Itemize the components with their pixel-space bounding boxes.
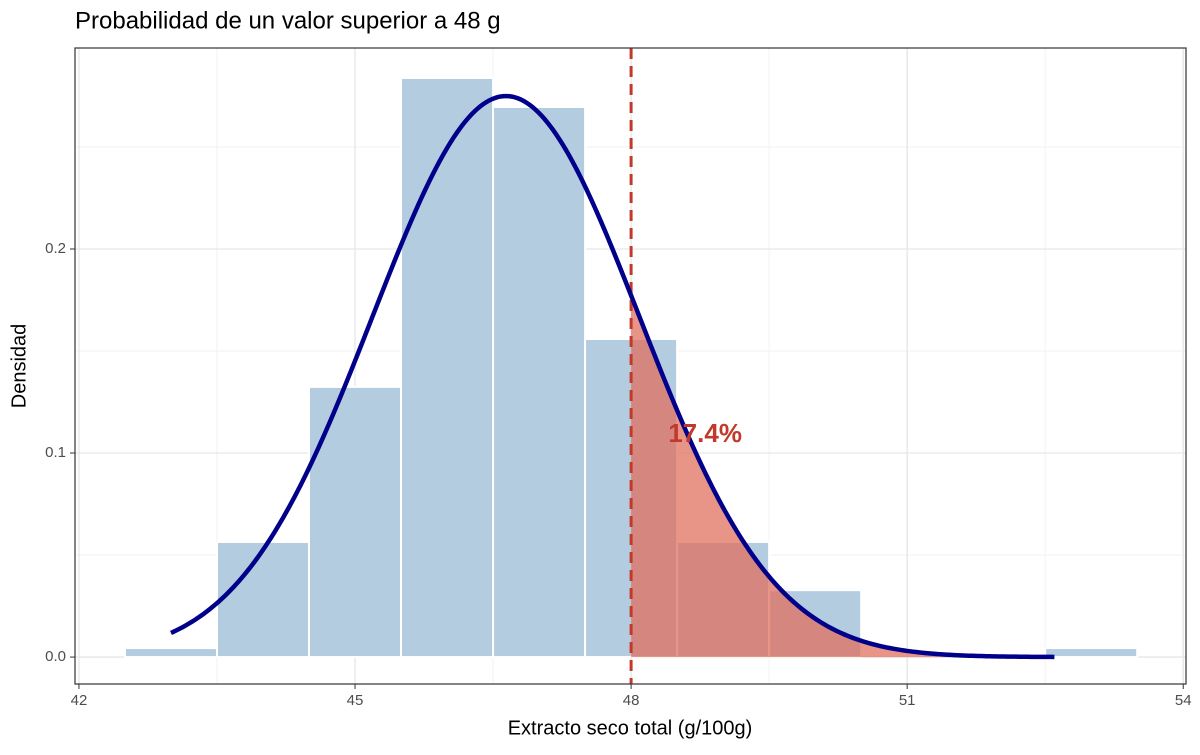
y-axis-title: Densidad [8, 324, 30, 409]
x-tick-label: 45 [347, 692, 364, 709]
bar [492, 105, 587, 659]
bar [308, 385, 403, 659]
bar [123, 647, 218, 659]
bar [400, 76, 495, 659]
x-axis-title: Extracto seco total (g/100g) [508, 717, 753, 739]
annotation: 17.4% [668, 418, 742, 448]
shaded-area [631, 295, 1055, 658]
bar [215, 540, 311, 659]
x-tick-label: 51 [899, 692, 916, 709]
density-curve [170, 93, 1055, 660]
x-tick-label: 54 [1175, 692, 1192, 709]
y-tick-label: 0.0 [45, 648, 66, 665]
x-tick-label: 48 [623, 692, 640, 709]
chart-title: Probabilidad de un valor superior a 48 g [75, 7, 501, 34]
bar [1044, 647, 1139, 659]
y-tick-label: 0.2 [45, 240, 66, 257]
x-tick-label: 42 [71, 692, 88, 709]
y-tick-label: 0.1 [45, 444, 66, 461]
panel-border [74, 47, 1187, 685]
